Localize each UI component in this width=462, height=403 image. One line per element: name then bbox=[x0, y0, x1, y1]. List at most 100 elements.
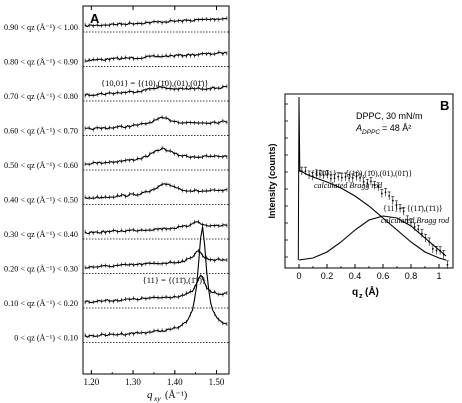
band-2: 0.70 < qz (Å⁻¹) < 0.80 bbox=[4, 84, 229, 102]
x-tick-label: 1 bbox=[436, 271, 441, 281]
panel-b-x-label-q: q bbox=[352, 287, 358, 298]
panel-a-x-label-unit: (Å⁻¹) bbox=[165, 389, 187, 401]
panel-b-annotation-calc-1: calculated Bragg rod bbox=[314, 181, 383, 190]
data-point bbox=[322, 174, 325, 176]
data-point bbox=[362, 180, 365, 183]
x-tick-label: 0 bbox=[296, 271, 301, 281]
panel-b-area-sub: DPPC bbox=[362, 129, 380, 136]
band-3: 0.60 < qz (Å⁻¹) < 0.70 bbox=[4, 115, 229, 136]
band-0: 0.90 < qz (Å⁻¹) < 1.00 bbox=[4, 16, 229, 33]
data-point bbox=[399, 207, 401, 210]
band-label: 0.80 < qz (Å⁻¹) < 0.90 bbox=[4, 58, 78, 67]
x-tick-label: 1.20 bbox=[83, 377, 99, 387]
band-curve bbox=[84, 85, 227, 97]
data-point bbox=[380, 192, 383, 195]
band-curve bbox=[85, 116, 228, 131]
band-label: 0 < qz (Å⁻¹) < 0.10 bbox=[14, 334, 78, 343]
data-point bbox=[337, 175, 340, 178]
band-4: 0.50 < qz (Å⁻¹) < 0.60 bbox=[4, 146, 229, 171]
panel-b-annotation-calc-2: calculated Bragg rod bbox=[381, 216, 450, 225]
band-curve bbox=[84, 226, 228, 338]
x-tick-label: 0.4 bbox=[349, 271, 362, 281]
band-8: 0.10 < qz (Å⁻¹) < 0.20 bbox=[4, 274, 229, 309]
panel-b-area-symbol: A bbox=[355, 123, 362, 133]
x-tick-label: 1.30 bbox=[125, 377, 141, 387]
data-point bbox=[315, 173, 318, 175]
band-curve bbox=[85, 147, 228, 165]
panel-b-annotation-11: {11} = {(11̄),(1̄1)} bbox=[383, 204, 443, 213]
data-point bbox=[410, 221, 412, 224]
data-point bbox=[402, 210, 405, 213]
specular-spike bbox=[297, 96, 301, 261]
data-point bbox=[333, 177, 336, 180]
panel-b-y-label: Intensity (counts) bbox=[267, 143, 277, 218]
x-tick-label: 0.8 bbox=[405, 271, 418, 281]
band-7: 0.20 < qz (Å⁻¹) < 0.30 bbox=[4, 248, 229, 274]
data-point bbox=[377, 185, 380, 188]
data-point bbox=[311, 175, 314, 178]
data-point bbox=[406, 218, 409, 221]
data-point bbox=[344, 175, 347, 178]
data-point bbox=[308, 174, 310, 176]
data-point bbox=[395, 203, 398, 206]
band-curve bbox=[84, 221, 228, 235]
band-9: 0 < qz (Å⁻¹) < 0.10 bbox=[14, 224, 229, 343]
panel-a-x-label-q: q bbox=[147, 389, 153, 401]
data-point bbox=[319, 173, 321, 176]
data-point bbox=[330, 177, 332, 180]
data-point bbox=[417, 228, 420, 231]
panel-b-x-label-sub: z bbox=[359, 293, 363, 300]
panel-b-area-label: A DPPC = 48 Å² bbox=[355, 123, 411, 136]
panel-b-area-value: = 48 Å² bbox=[382, 123, 411, 133]
data-point bbox=[366, 182, 369, 185]
band-curve bbox=[84, 51, 228, 62]
data-point bbox=[370, 180, 372, 183]
panel-a-annotation-11: {11} = {(11̄),(1̄1)} bbox=[143, 275, 206, 285]
data-point bbox=[359, 177, 361, 179]
band-label: 0.40 < qz (Å⁻¹) < 0.50 bbox=[4, 196, 78, 205]
panel-a-frame bbox=[82, 5, 230, 375]
x-tick-label: 0.6 bbox=[377, 271, 390, 281]
band-curve bbox=[84, 250, 227, 269]
data-point bbox=[446, 263, 449, 266]
panel-a-x-label: q xy (Å⁻¹) bbox=[147, 389, 187, 403]
band-label: 0.90 < qz (Å⁻¹) < 1.00 bbox=[4, 23, 78, 32]
band-label: 0.10 < qz (Å⁻¹) < 0.20 bbox=[4, 299, 78, 308]
data-point bbox=[351, 176, 354, 179]
band-label: 0.50 < qz (Å⁻¹) < 0.60 bbox=[4, 161, 78, 170]
data-point bbox=[304, 170, 307, 173]
panel-a-annotation-1001: {10,01} = {(10),(1̄0),(01),(01̄)} bbox=[101, 78, 209, 88]
panel-b-annotation-1001: {10,01} = {(10),(1̄0),(01),(01̄)} bbox=[311, 169, 412, 178]
panel-a-x-label-sub: xy bbox=[153, 394, 161, 403]
band-curve bbox=[84, 274, 227, 304]
data-point bbox=[424, 237, 427, 240]
x-tick-label: 0.2 bbox=[321, 271, 334, 281]
data-point bbox=[421, 232, 423, 235]
data-point bbox=[388, 195, 391, 197]
data-point bbox=[431, 247, 434, 250]
panel-b-label: B bbox=[440, 98, 449, 113]
band-label: 0.30 < qz (Å⁻¹) < 0.40 bbox=[4, 230, 78, 239]
panel-a-bands: 0.90 < qz (Å⁻¹) < 1.00 0.80 < qz (Å⁻¹) < … bbox=[4, 16, 229, 343]
data-point bbox=[439, 249, 442, 252]
x-tick-label: 1.50 bbox=[209, 377, 225, 387]
data-point bbox=[300, 170, 303, 173]
panel-b-plot bbox=[297, 96, 449, 269]
panel-a-x-axis: 1.20 1.30 1.40 1.50 bbox=[83, 6, 225, 387]
data-point bbox=[391, 199, 394, 202]
band-label: 0.20 < qz (Å⁻¹) < 0.30 bbox=[4, 265, 78, 274]
data-point bbox=[326, 173, 329, 176]
panel-b-x-label-unit: (Å) bbox=[365, 285, 379, 298]
data-point bbox=[348, 177, 351, 180]
data-point bbox=[373, 184, 376, 187]
band-5: 0.40 < qz (Å⁻¹) < 0.50 bbox=[4, 182, 229, 205]
data-point bbox=[428, 241, 431, 243]
data-point bbox=[355, 175, 358, 178]
panel-b-x-label: q z (Å) bbox=[352, 285, 379, 300]
band-6: 0.30 < qz (Å⁻¹) < 0.40 bbox=[4, 219, 229, 240]
data-point bbox=[413, 225, 416, 228]
panel-b-x-axis: 0 0.2 0.4 0.6 0.8 1 bbox=[284, 103, 454, 281]
band-label: 0.60 < qz (Å⁻¹) < 0.70 bbox=[4, 127, 78, 136]
panel-b-title: DPPC, 30 mN/m bbox=[356, 111, 423, 121]
